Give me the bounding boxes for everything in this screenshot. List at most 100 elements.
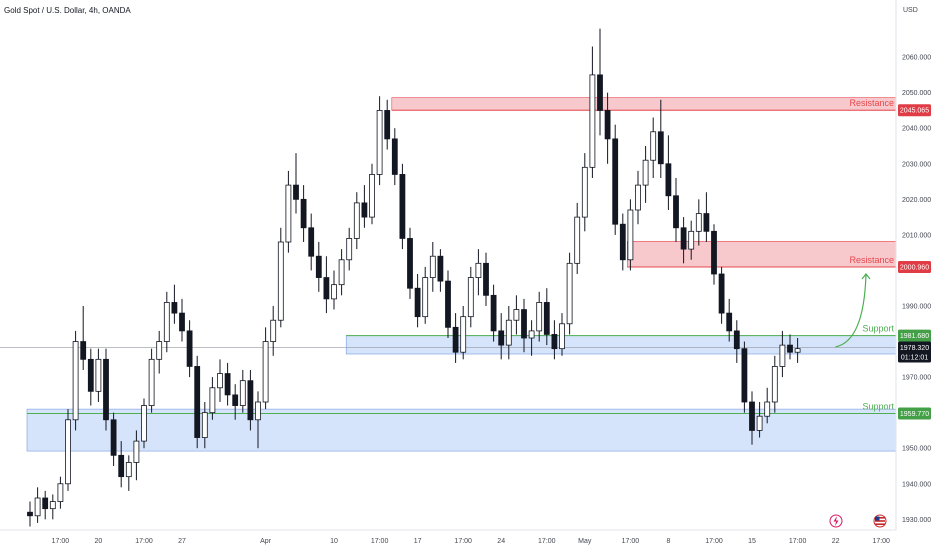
candle xyxy=(156,330,163,374)
candle-body xyxy=(125,462,132,478)
candle-body xyxy=(34,497,41,517)
candle-body xyxy=(794,348,801,353)
candle-body xyxy=(635,184,641,211)
zone-support-2 xyxy=(345,335,897,355)
candle-body xyxy=(323,277,330,300)
projection-arrow-shaft xyxy=(835,273,867,348)
candle-body xyxy=(536,302,543,332)
us-flag-icon[interactable] xyxy=(873,514,887,528)
candle-body xyxy=(711,230,717,275)
price-badge-text: 1959.770 xyxy=(900,411,929,418)
candle xyxy=(589,46,596,178)
price-badge-resistance-1 xyxy=(898,261,931,274)
candle xyxy=(209,377,216,420)
candle-body xyxy=(543,302,550,335)
candle xyxy=(566,252,573,335)
candle xyxy=(695,199,702,246)
candle xyxy=(80,306,87,370)
candle-body xyxy=(475,262,482,278)
candle-body xyxy=(163,302,170,342)
candle-body xyxy=(201,412,208,438)
candle xyxy=(521,298,527,353)
candle-body xyxy=(156,341,163,360)
candle xyxy=(148,348,155,413)
candle-body xyxy=(391,138,398,175)
zone-label-resistance-1: Resistance xyxy=(849,255,894,265)
candle-body xyxy=(665,163,672,197)
x-tick-label: 8 xyxy=(666,538,670,545)
candle xyxy=(635,170,641,225)
candle-body xyxy=(612,138,619,225)
candle-body xyxy=(437,255,444,282)
candle xyxy=(346,227,353,271)
candle-body xyxy=(209,387,216,414)
candle xyxy=(619,213,626,271)
price-badges-layer: 2045.065 2000.960 1981.680 1959.770 1978.320… xyxy=(898,104,931,420)
candle-body xyxy=(369,174,375,218)
y-tick-label: 1990.000 xyxy=(902,304,931,311)
candle-body xyxy=(148,358,155,406)
candle xyxy=(338,249,345,296)
candle-body xyxy=(95,358,102,392)
candle xyxy=(581,153,588,232)
candle-body xyxy=(247,380,254,421)
candle xyxy=(726,298,733,342)
candle-body xyxy=(133,440,140,463)
candle-body xyxy=(513,309,520,321)
candle xyxy=(528,320,535,356)
candle-body xyxy=(566,262,573,325)
lightning-icon[interactable] xyxy=(829,514,843,528)
candle-body xyxy=(72,341,79,421)
candle-body xyxy=(581,166,588,218)
candle-body xyxy=(315,255,322,278)
candle-body xyxy=(338,259,345,286)
candle-body xyxy=(27,511,33,517)
candle-body xyxy=(87,358,94,392)
x-tick-label: 17:00 xyxy=(789,538,807,545)
candle xyxy=(125,455,132,491)
candle-body xyxy=(521,309,527,339)
candle xyxy=(642,146,649,203)
candle-body xyxy=(224,373,231,396)
candle xyxy=(703,192,710,242)
candle-body xyxy=(452,326,459,353)
candle xyxy=(422,266,429,324)
candle-body xyxy=(384,110,391,140)
x-tick-label: 22 xyxy=(832,538,840,545)
price-badge-text: 2000.960 xyxy=(900,265,929,272)
candle-body xyxy=(353,202,360,239)
x-tick-label: 17:00 xyxy=(622,538,640,545)
candle xyxy=(771,355,778,413)
candle xyxy=(293,153,299,214)
candle xyxy=(536,291,543,342)
candle-body xyxy=(118,454,125,478)
candle xyxy=(262,327,269,410)
x-tick-label: 27 xyxy=(178,538,186,545)
candle xyxy=(407,227,413,299)
candle xyxy=(574,202,581,274)
price-badge-text: 1981.680 xyxy=(900,333,929,340)
candle-body xyxy=(498,330,505,346)
candle xyxy=(42,490,49,520)
candle-body xyxy=(749,401,755,431)
candle xyxy=(103,348,109,431)
candle xyxy=(437,249,444,292)
candle-body xyxy=(80,341,87,360)
candle xyxy=(452,313,459,363)
x-tick-label: 17:00 xyxy=(538,538,556,545)
candle-body xyxy=(703,213,710,232)
candle-body xyxy=(361,202,368,218)
candle xyxy=(650,117,657,178)
candle xyxy=(141,398,147,449)
x-tick-label: 17 xyxy=(414,538,422,545)
candle xyxy=(186,320,193,378)
x-tick-label: 17:00 xyxy=(705,538,723,545)
time-axis[interactable]: 17:00 20 17:00 27 Apr 10 17:00 17 17:00 24 17:00 Ma… xyxy=(52,538,890,545)
candle xyxy=(57,476,64,509)
bar-countdown: 01:12:01 xyxy=(901,355,928,362)
y-tick-label: 1940.000 xyxy=(902,481,931,488)
candle-body xyxy=(110,419,117,456)
candle xyxy=(612,124,619,235)
candle-body xyxy=(695,213,702,232)
